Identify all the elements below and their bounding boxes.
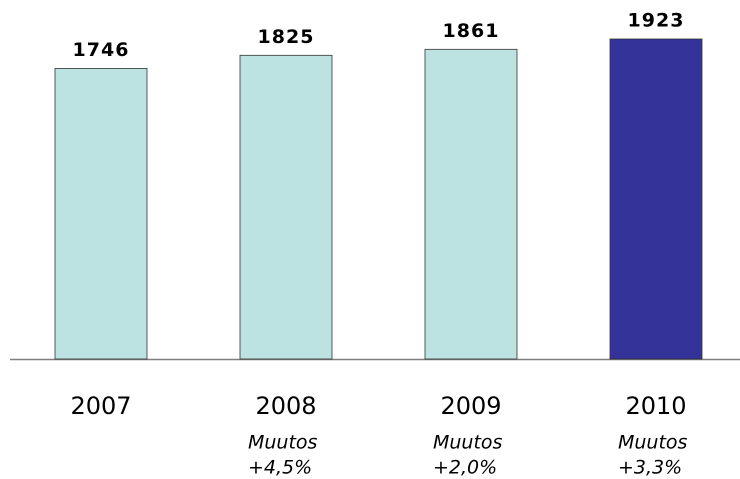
- x-tick-label: 2010: [625, 392, 686, 420]
- annotation: +4,5%: [248, 457, 312, 479]
- annotation: +2,0%: [433, 457, 497, 479]
- value-label: 1746: [73, 39, 130, 61]
- value-label: 1861: [443, 20, 500, 42]
- bar: [609, 38, 703, 360]
- bar: [239, 54, 333, 360]
- value-label: 1825: [258, 26, 315, 48]
- annotation: +3,3%: [618, 457, 682, 479]
- x-tick-label: 2008: [255, 392, 316, 420]
- annotation: Muutos: [618, 432, 688, 454]
- value-label: 1923: [628, 10, 685, 32]
- bar: [54, 68, 148, 360]
- bar: [424, 48, 518, 360]
- annotation: Muutos: [248, 432, 318, 454]
- x-tick-label: 2009: [440, 392, 501, 420]
- annotation: Muutos: [433, 432, 503, 454]
- x-tick-label: 2007: [70, 392, 131, 420]
